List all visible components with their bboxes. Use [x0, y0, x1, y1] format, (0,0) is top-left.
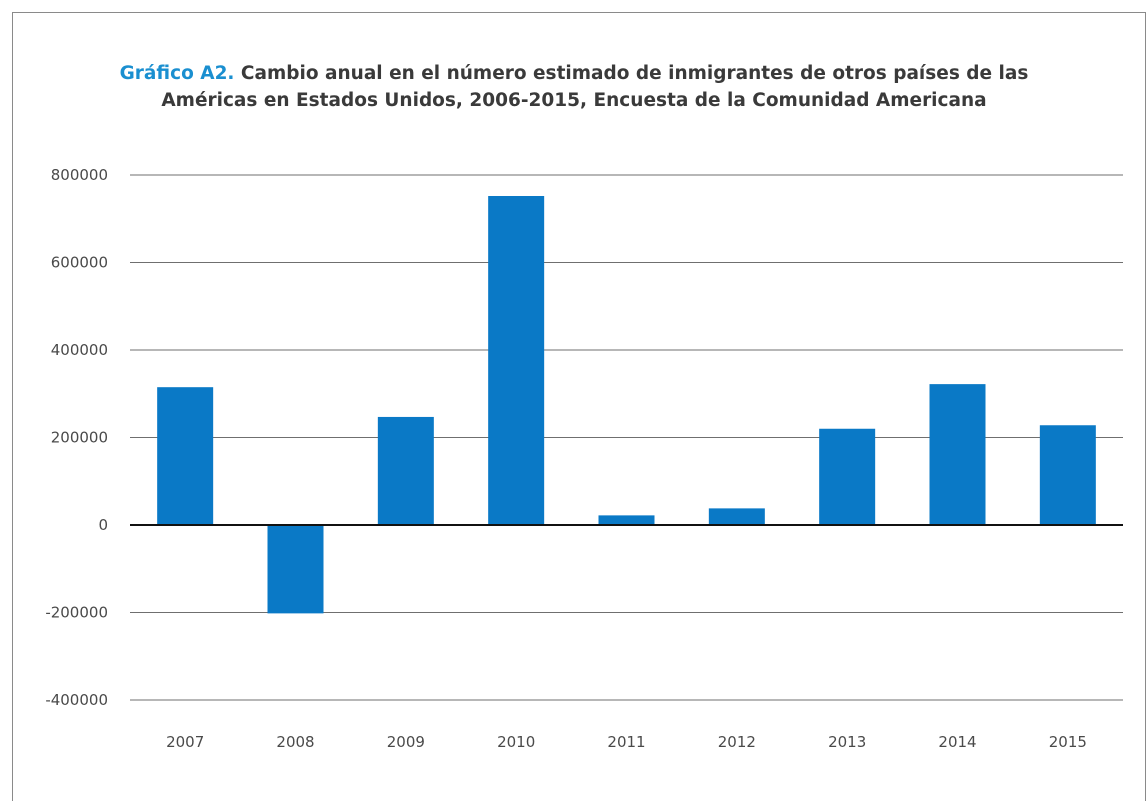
- y-tick-label-5: -200000: [45, 604, 108, 622]
- y-tick-label-4: 0: [98, 516, 108, 534]
- bar-2009: [377, 416, 434, 525]
- bar-2008: [267, 525, 324, 614]
- y-tick-label-1: 600000: [51, 254, 108, 272]
- bars: [157, 196, 1096, 614]
- x-tick-label-2008: 2008: [276, 733, 314, 751]
- x-tick-label-2009: 2009: [387, 733, 425, 751]
- y-axis-tick-labels: 800000 600000 400000 200000 0 -200000 -400000: [45, 166, 108, 709]
- x-tick-label-2014: 2014: [938, 733, 976, 751]
- bar-2010: [488, 196, 545, 525]
- x-tick-label-2012: 2012: [718, 733, 756, 751]
- y-tick-label-2: 400000: [51, 341, 108, 359]
- chart-title-lead: Gráfico A2.: [119, 63, 235, 84]
- x-tick-label-2010: 2010: [497, 733, 535, 751]
- bar-2014: [929, 384, 986, 525]
- chart-title-text-1: Cambio anual en el número estimado de in…: [240, 63, 1029, 84]
- bar-2015: [1039, 425, 1096, 525]
- x-tick-label-2015: 2015: [1049, 733, 1087, 751]
- chart-title: Gráfico A2. Cambio anual en el número es…: [0, 60, 1148, 114]
- y-tick-label-6: -400000: [45, 691, 108, 709]
- y-tick-label-3: 200000: [51, 429, 108, 447]
- chart-title-line-1: Gráfico A2. Cambio anual en el número es…: [0, 60, 1148, 87]
- x-axis-tick-labels: 2007 2008 2009 2010 2011 2012 2013 2014 2015: [166, 733, 1087, 751]
- y-tick-label-0: 800000: [51, 166, 108, 184]
- x-tick-label-2013: 2013: [828, 733, 866, 751]
- bar-2013: [819, 428, 876, 525]
- x-tick-label-2007: 2007: [166, 733, 204, 751]
- chart-title-line-2: Américas en Estados Unidos, 2006-2015, E…: [161, 90, 987, 111]
- x-tick-label-2011: 2011: [607, 733, 645, 751]
- bar-2007: [157, 387, 214, 525]
- bar-2012: [708, 508, 765, 525]
- chart-frame: [12, 12, 1146, 801]
- bar-2011: [598, 515, 655, 525]
